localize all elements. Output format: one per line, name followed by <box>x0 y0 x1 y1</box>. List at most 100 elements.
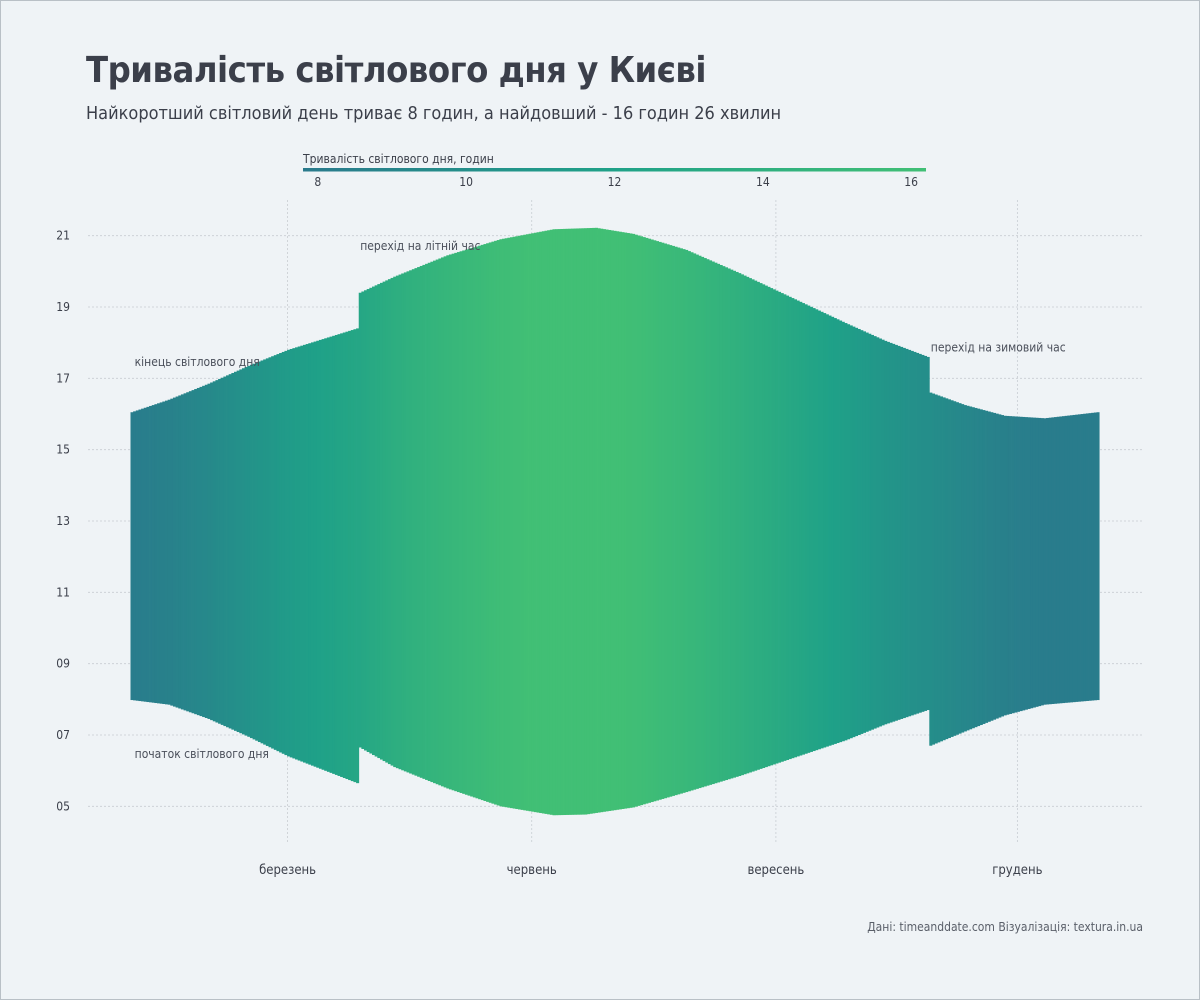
daylight-day-bar <box>860 330 864 734</box>
daylight-day-bar <box>679 248 683 794</box>
daylight-day-bar <box>687 251 691 792</box>
daylight-day-bar <box>188 391 192 713</box>
daylight-day-bar <box>494 240 498 805</box>
daylight-day-bar <box>719 265 723 782</box>
daylight-day-bar <box>1072 414 1076 703</box>
daylight-day-bar <box>921 354 925 712</box>
daylight-day-bar <box>552 229 556 816</box>
daylight-day-bar <box>268 357 272 748</box>
daylight-day-bar <box>998 414 1002 718</box>
daylight-day-bar <box>202 385 206 718</box>
daylight-day-bar <box>892 343 896 722</box>
daylight-day-bar <box>398 274 402 770</box>
daylight-day-bar <box>754 280 758 771</box>
daylight-day-bar <box>671 245 675 796</box>
daylight-day-bar <box>778 291 782 763</box>
daylight-day-bar <box>825 314 829 747</box>
daylight-day-bar <box>897 345 901 720</box>
daylight-day-bar <box>724 267 729 781</box>
legend-title: Тривалість світлового дня, годин <box>302 152 494 166</box>
daylight-day-bar <box>799 301 803 756</box>
daylight-day-bar <box>767 286 771 767</box>
daylight-day-bar <box>613 230 617 811</box>
daylight-day-bar <box>650 239 654 803</box>
y-axis: 05 07 09 11 13 15 17 19 21 <box>56 229 70 814</box>
daylight-day-bar <box>653 240 657 802</box>
daylight-day-bar <box>356 328 360 784</box>
daylight-day-bar <box>576 228 580 815</box>
daylight-day-bar <box>271 356 275 749</box>
daylight-day-bar <box>446 255 450 789</box>
daylight-day-bar <box>969 406 973 730</box>
daylight-day-bar <box>666 244 670 798</box>
daylight-day-bar <box>186 392 190 712</box>
daylight-day-bar <box>422 264 426 779</box>
daylight-day-bar <box>541 231 545 814</box>
daylight-day-bar <box>669 245 673 797</box>
daylight-day-bar <box>1088 413 1092 701</box>
x-tick-label: червень <box>507 863 557 878</box>
daylight-day-bar <box>544 230 548 814</box>
daylight-day-bar <box>995 413 999 719</box>
daylight-day-bar <box>602 229 606 812</box>
daylight-day-bar <box>417 267 421 777</box>
daylight-day-bar <box>937 395 941 743</box>
daylight-day-bar <box>462 250 466 794</box>
daylight-day-bar <box>740 274 744 776</box>
daylight-day-bar <box>133 411 137 701</box>
daylight-day-bar <box>820 311 824 749</box>
daylight-day-bar <box>199 386 203 717</box>
daylight-day-bar <box>836 319 840 744</box>
daylight-day-bar <box>165 400 169 705</box>
daylight-day-bar <box>982 410 986 724</box>
daylight-day-bar <box>1040 418 1044 706</box>
daylight-day-bar <box>1080 414 1084 702</box>
daylight-day-bar <box>714 262 718 784</box>
daylight-day-bar <box>1022 416 1026 711</box>
daylight-day-bar <box>685 249 689 793</box>
daylight-day-bar <box>464 249 468 795</box>
daylight-day-bar <box>947 399 951 739</box>
daylight-day-bar <box>353 329 357 783</box>
daylight-day-bar <box>833 318 837 744</box>
daylight-day-bar <box>732 270 736 778</box>
daylight-day-bar <box>908 349 912 717</box>
daylight-band <box>130 227 1100 816</box>
daylight-day-bar <box>348 330 352 781</box>
daylight-day-bar <box>321 339 325 770</box>
daylight-day-bar <box>674 246 678 796</box>
daylight-day-bar <box>218 378 222 724</box>
daylight-day-bar <box>722 266 726 781</box>
y-tick-label: 15 <box>56 443 70 457</box>
daylight-day-bar <box>791 298 795 759</box>
daylight-day-bar <box>183 393 187 711</box>
daylight-day-bar <box>966 405 970 731</box>
daylight-day-bar <box>390 277 394 766</box>
daylight-day-bar <box>1030 417 1034 709</box>
daylight-day-bar <box>677 247 681 795</box>
daylight-day-bar <box>857 328 861 735</box>
daylight-day-bar <box>406 271 410 773</box>
daylight-day-bar <box>682 249 686 793</box>
daylight-day-bar <box>300 345 304 762</box>
daylight-day-bar <box>361 291 365 749</box>
daylight-day-bar <box>318 339 322 769</box>
daylight-day-bar <box>536 232 540 813</box>
daylight-day-bar <box>496 240 500 806</box>
daylight-day-bar <box>701 256 705 788</box>
x-tick-label: грудень <box>992 863 1042 878</box>
daylight-day-bar <box>621 232 625 809</box>
daylight-day-bar <box>640 236 644 806</box>
daylight-day-bar <box>334 334 338 775</box>
daylight-day-bar <box>690 252 694 791</box>
daylight-day-bar <box>326 337 330 772</box>
daylight-day-bar <box>563 228 567 816</box>
daylight-day-bar <box>226 375 230 728</box>
daylight-day-bar <box>1062 416 1066 704</box>
daylight-day-bar <box>313 341 317 767</box>
daylight-day-bar <box>1059 416 1063 704</box>
daylight-day-bar <box>549 229 553 815</box>
daylight-day-bar <box>167 399 171 705</box>
daylight-day-bar <box>1051 417 1055 704</box>
daylight-day-bar <box>629 233 633 808</box>
